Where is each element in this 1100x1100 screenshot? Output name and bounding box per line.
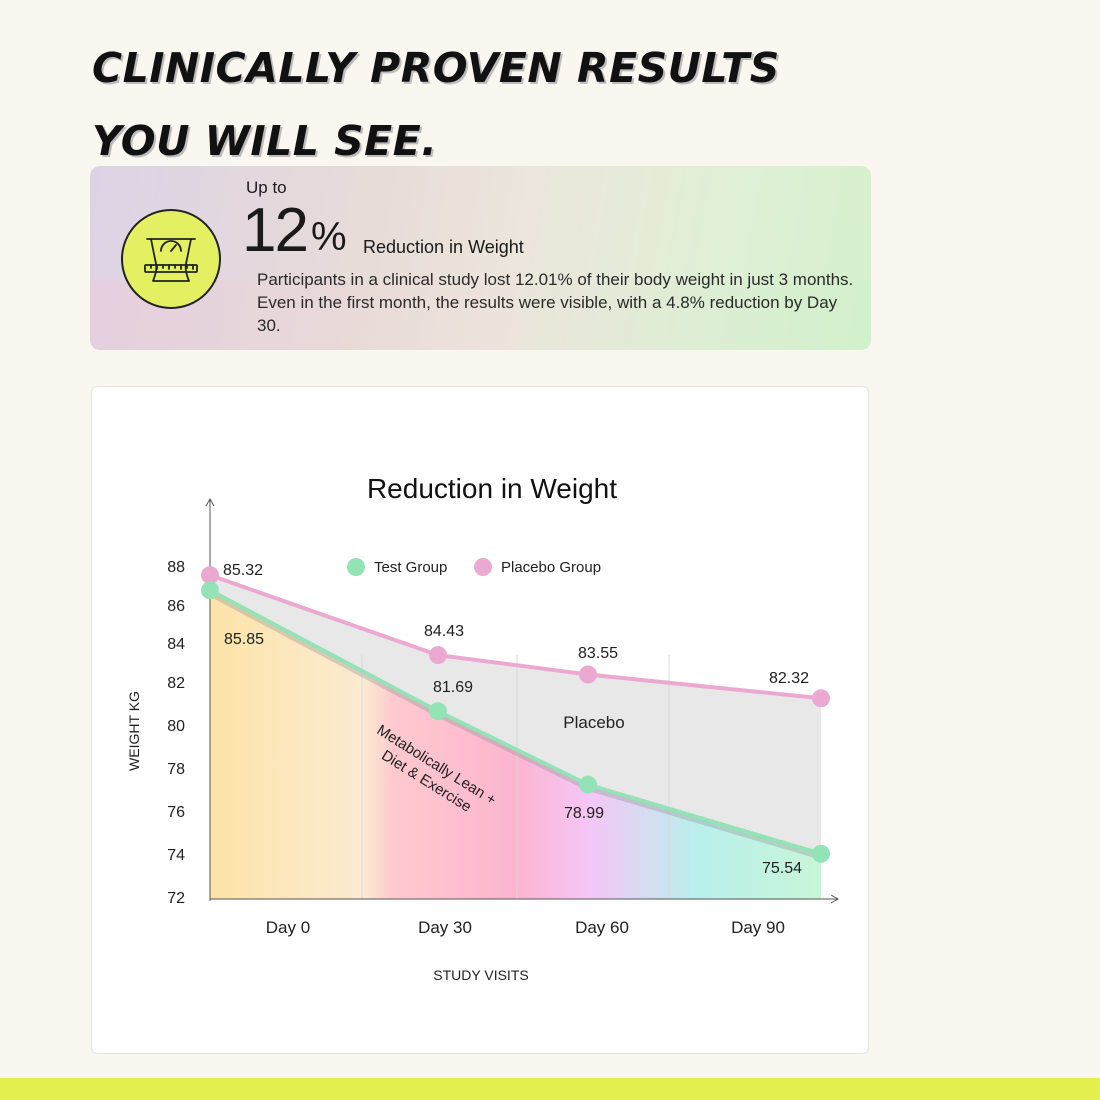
- weight-scale-icon: [121, 209, 221, 309]
- test-point: [579, 775, 597, 794]
- y-axis-arrow: [205, 497, 215, 507]
- stat-unit: %: [311, 215, 347, 259]
- test-data-label: 85.85: [224, 631, 264, 648]
- test-data-label: 81.69: [433, 679, 473, 696]
- stat-card: Up to 12 % Reduction in Weight Participa…: [90, 166, 871, 350]
- chart-card: Reduction in Weight 88 86 84 82 80 78 76 74 72 WEI…: [91, 386, 869, 1054]
- stat-value: 12: [242, 196, 309, 265]
- placebo-data-label: 83.55: [578, 645, 618, 662]
- y-tick-label: 74: [167, 847, 185, 864]
- stat-description: Participants in a clinical study lost 12…: [257, 270, 854, 335]
- placebo-series-line: [209, 573, 822, 701]
- headline-line-1: CLINICALLY PROVEN RESULTS: [92, 44, 780, 92]
- test-data-label: 78.99: [564, 805, 604, 822]
- test-data-label: 75.54: [762, 860, 802, 877]
- chart-title: Reduction in Weight: [367, 473, 617, 504]
- bottom-accent-band: [0, 1078, 1100, 1100]
- y-tick-label: 72: [167, 890, 185, 907]
- placebo-point: [579, 665, 597, 684]
- y-tick-label: 88: [167, 559, 185, 576]
- legend-placebo-marker: [474, 558, 492, 576]
- x-axis-label: STUDY VISITS: [433, 967, 528, 983]
- test-point: [201, 581, 219, 600]
- placebo-data-label: 82.32: [769, 670, 809, 687]
- headline: CLINICALLY PROVEN RESULTS YOU WILL SEE.: [92, 32, 780, 178]
- placebo-area: [210, 575, 821, 854]
- x-tick-label: Day 30: [418, 918, 472, 937]
- placebo-data-label: 84.43: [424, 623, 464, 640]
- x-tick-label: Day 60: [575, 918, 629, 937]
- y-tick-label: 78: [167, 761, 185, 778]
- test-line-shadow: [208, 590, 822, 860]
- placebo-point: [812, 689, 830, 708]
- test-series-line: [209, 588, 822, 856]
- placebo-data-label: 85.32: [223, 562, 263, 579]
- placebo-point: [429, 646, 447, 665]
- y-tick-label: 82: [167, 675, 185, 692]
- test-point: [812, 844, 830, 863]
- headline-line-2: YOU WILL SEE.: [92, 117, 438, 165]
- legend-test-marker: [347, 558, 365, 576]
- legend-test-label: Test Group: [374, 559, 447, 576]
- y-tick-label: 76: [167, 804, 185, 821]
- y-tick-label: 86: [167, 598, 185, 615]
- y-axis-label: WEIGHT KG: [126, 691, 142, 771]
- x-tick-label: Day 90: [731, 918, 785, 937]
- stat-label: Reduction in Weight: [363, 237, 524, 257]
- y-tick-label: 80: [167, 718, 185, 735]
- legend-placebo-label: Placebo Group: [501, 559, 601, 576]
- stat-prefix: Up to: [246, 178, 287, 197]
- x-axis-arrow: [830, 894, 840, 904]
- weight-chart: Reduction in Weight 88 86 84 82 80 78 76 74 72 WEI…: [126, 473, 840, 983]
- x-tick-label: Day 0: [266, 918, 310, 937]
- placebo-area-label: Placebo: [563, 713, 624, 732]
- placebo-point: [201, 566, 219, 585]
- test-area: [210, 590, 821, 899]
- y-tick-label: 84: [167, 636, 185, 653]
- test-point: [429, 702, 447, 721]
